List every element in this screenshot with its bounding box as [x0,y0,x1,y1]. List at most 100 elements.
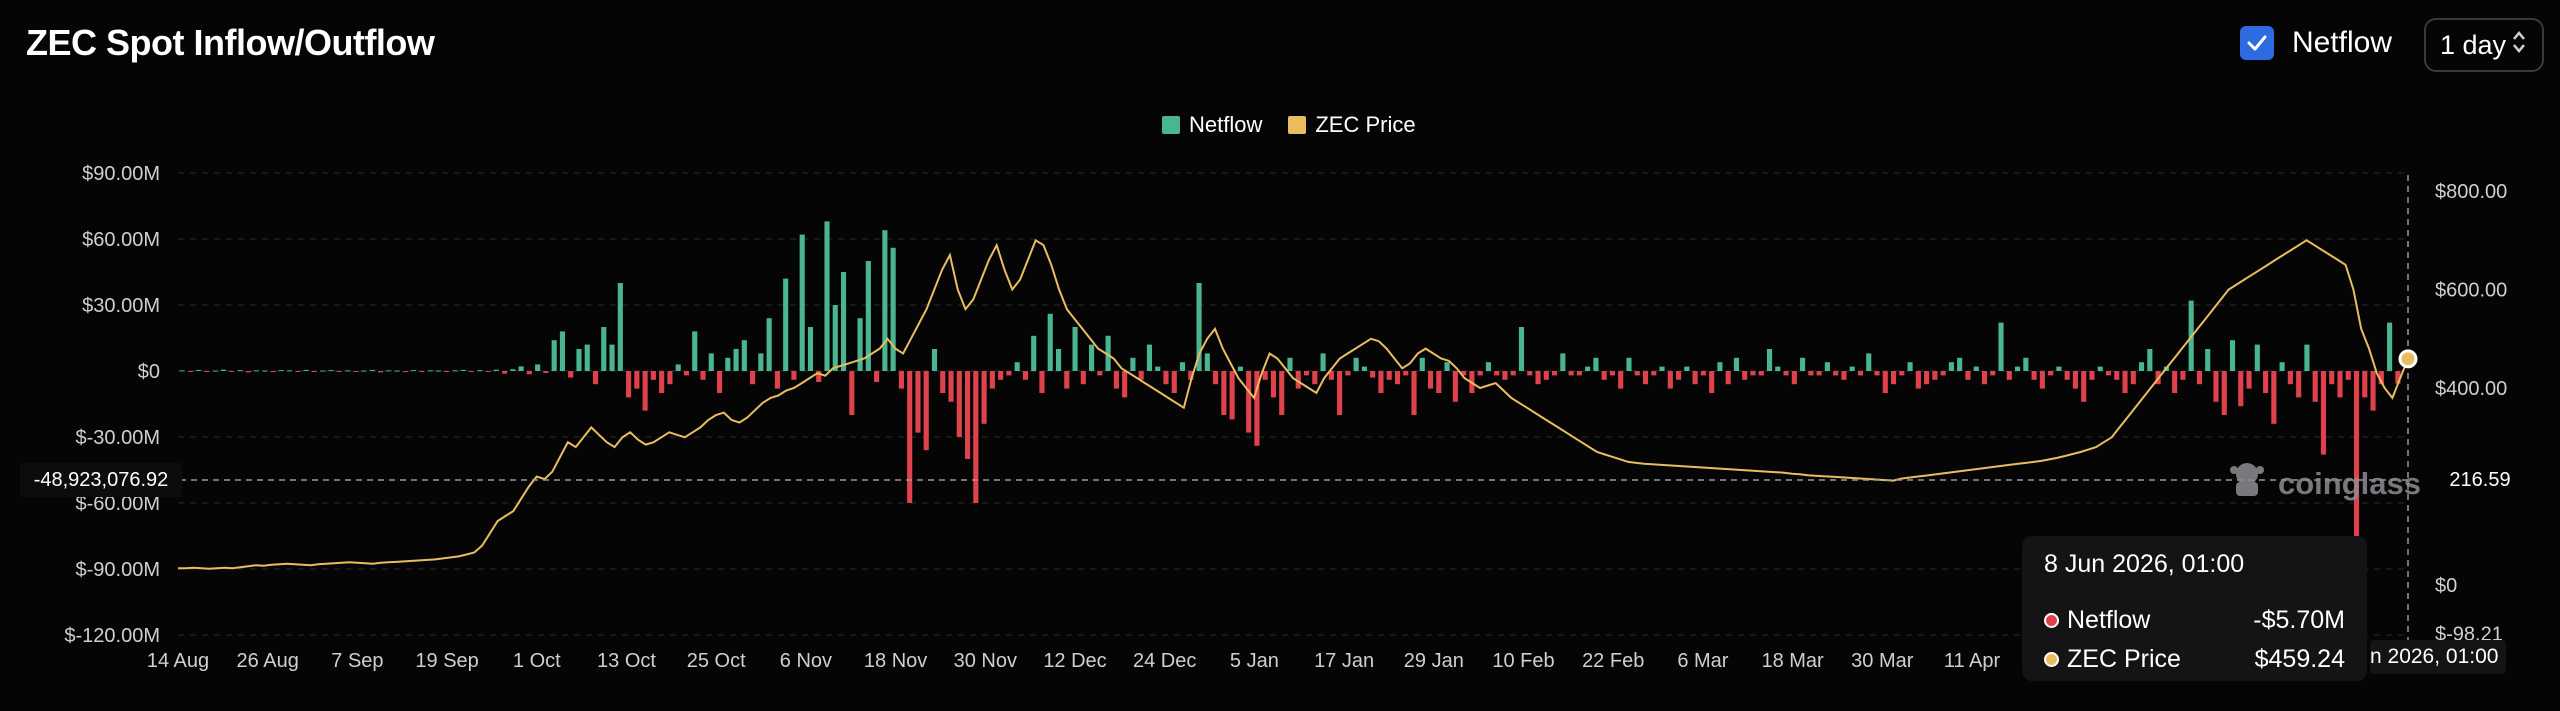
netflow-bar [1866,353,1872,371]
netflow-bar [940,371,946,393]
netflow-bar [2362,371,2368,398]
x-tick-label: 5 Jan [1230,650,1279,672]
netflow-bar [1295,371,1301,389]
netflow-bar [1932,371,1938,380]
left-axis: $90.00M $60.00M $30.00M $0 $-30.00M $-60.00M $… [64,163,160,647]
netflow-bar [1502,371,1508,380]
left-tick-label: $60.00M [82,229,160,251]
netflow-bar [1560,353,1566,371]
netflow-bar [750,371,756,385]
netflow-bar [1833,371,1839,376]
netflow-bar [1370,371,1376,378]
netflow-bar [419,371,425,372]
netflow-bar [898,371,904,389]
netflow-bar [708,353,714,371]
netflow-bar [2221,371,2227,415]
netflow-bar [2229,340,2236,371]
netflow-bar [303,369,309,371]
x-tick-label: 29 Jan [1404,650,1464,672]
netflow-bar [948,371,954,402]
netflow-bar [2023,357,2029,371]
checkbox-checked-icon[interactable] [2240,26,2274,60]
netflow-bar [609,344,615,371]
netflow-bar [1593,357,1599,371]
netflow-bar [2172,371,2178,393]
x-tick-label: 6 Mar [1677,650,1728,672]
netflow-bar [196,369,202,371]
netflow-bar [2271,371,2277,424]
netflow-bar [1750,371,1756,376]
netflow-bar [1262,371,1268,380]
x-tick-label: 18 Nov [864,650,927,672]
netflow-bar [783,278,789,371]
netflow-bar [2056,366,2062,371]
netflow-bar [865,261,871,371]
netflow-bar [1518,327,1525,371]
netflow-bar [700,371,706,380]
netflow-bar [2279,362,2285,371]
interval-select[interactable]: 1 day [2424,18,2544,72]
netflow-bar [1378,371,1384,393]
netflow-bar [1411,371,1417,415]
x-tick-label: 6 Nov [780,650,832,672]
right-crosshair-value: 216.59 [2410,463,2550,497]
netflow-bar [2205,349,2211,371]
netflow-bar [981,371,987,424]
netflow-bar [411,370,417,372]
right-tick-label: $0 [2435,575,2457,597]
netflow-bar [1213,371,1219,385]
netflow-bar [1204,353,1210,371]
netflow-bar [1138,371,1144,380]
netflow-bar [642,371,648,411]
netflow-bar [592,371,599,385]
netflow-bar [1998,322,2004,371]
price-swatch-icon [1288,116,1307,134]
netflow-bar [1957,357,1963,371]
legend-item-price[interactable]: ZEC Price [1288,112,1416,138]
netflow-bar [2238,371,2244,407]
netflow-bar [692,331,698,371]
left-tick-label: $-30.00M [76,427,161,449]
x-tick-label: 13 Oct [597,650,656,672]
netflow-bar [1899,371,1905,376]
netflow-bar [2180,371,2186,380]
x-tick-label: 18 Mar [1761,650,1824,672]
x-tick-label: 1 Oct [513,650,561,672]
left-tick-label: $-90.00M [76,559,161,581]
netflow-bar [1427,371,1434,389]
netflow-bar [1113,371,1119,389]
netflow-bar [2130,371,2136,385]
page-title: ZEC Spot Inflow/Outflow [26,22,435,63]
x-tick-label: 7 Sep [331,650,383,672]
legend-item-netflow[interactable]: Netflow [1162,112,1262,138]
tooltip-time: 8 Jun 2026, 01:00 [2044,550,2245,578]
netflow-bar [1328,371,1334,380]
netflow-bar [1080,371,1086,385]
netflow-bar [278,370,284,372]
netflow-toggle[interactable]: Netflow [2240,26,2392,60]
netflow-bar [2370,371,2376,411]
netflow-bar [1047,313,1053,371]
right-tick-label: $600.00 [2435,280,2507,302]
netflow-bar [1303,371,1310,376]
x-tick-label: 25 Oct [687,650,746,672]
netflow-bar [1246,371,1252,433]
netflow-bar [1031,335,1037,371]
netflow-bar [791,371,797,380]
netflow-bar [1337,371,1343,415]
x-tick-label: 12 Dec [1043,650,1106,672]
netflow-bar [311,371,317,372]
netflow-bar [353,371,359,372]
left-tick-label: $30.00M [82,295,160,317]
netflow-bar [1105,335,1111,371]
netflow-bar [2287,371,2293,385]
netflow-bar [344,370,351,372]
netflow-bar [1452,371,1458,402]
netflow-bar [2378,371,2384,385]
netflow-bar [2147,349,2153,371]
netflow-bar [2353,371,2360,591]
x-tick-label: 22 Feb [1582,650,1644,672]
netflow-bar [2097,366,2103,371]
netflow-bar [857,318,863,371]
